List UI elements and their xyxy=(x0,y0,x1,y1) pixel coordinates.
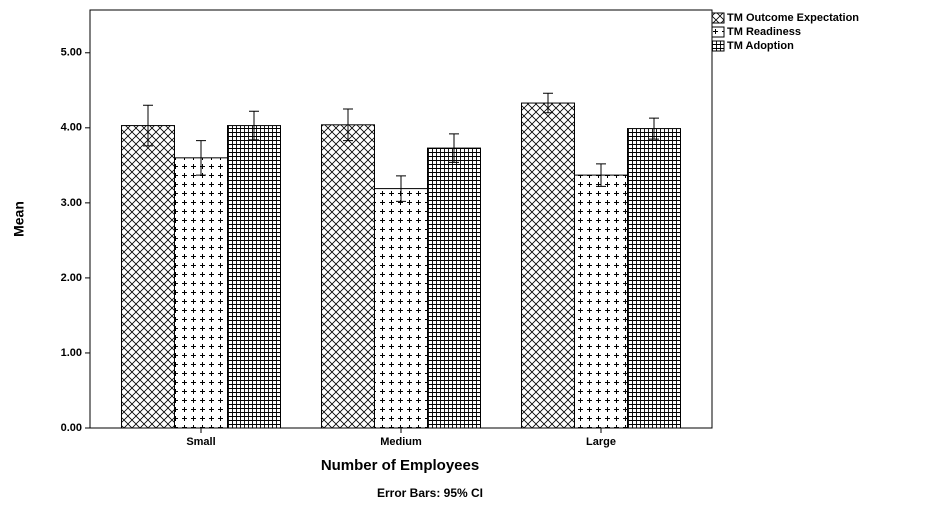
bar xyxy=(627,128,681,429)
legend-label: TM Outcome Expectation xyxy=(727,12,859,24)
error-bar xyxy=(596,163,606,187)
y-axis-label: Mean xyxy=(11,201,27,237)
y-tick-label: 1.00 xyxy=(61,347,82,359)
legend-swatch xyxy=(711,26,725,38)
legend-label: TM Readiness xyxy=(727,26,801,38)
x-axis-label: Number of Employees xyxy=(321,457,479,474)
bar xyxy=(427,147,481,429)
bar xyxy=(174,157,228,429)
error-bar xyxy=(396,175,406,202)
error-bar xyxy=(449,133,459,163)
error-bar xyxy=(649,117,659,140)
legend-swatch xyxy=(711,40,725,52)
note: Error Bars: 95% CI xyxy=(377,486,483,500)
bar xyxy=(321,124,375,429)
x-tick-label: Small xyxy=(186,436,215,448)
x-tick-label: Large xyxy=(586,436,616,448)
y-tick-label: 3.00 xyxy=(61,197,82,209)
error-bar xyxy=(249,110,259,141)
bar xyxy=(374,188,428,429)
legend-swatch xyxy=(711,12,725,24)
error-bar xyxy=(196,140,206,176)
bar xyxy=(121,125,175,429)
legend-label: TM Adoption xyxy=(727,40,794,52)
bar xyxy=(574,174,628,429)
y-tick-label: 4.00 xyxy=(61,122,82,134)
y-tick-label: 5.00 xyxy=(61,47,82,59)
y-tick-label: 2.00 xyxy=(61,272,82,284)
error-bar xyxy=(143,104,153,147)
y-tick-label: 0.00 xyxy=(61,422,82,434)
bar xyxy=(227,125,281,429)
bar xyxy=(521,102,575,429)
error-bar xyxy=(543,92,553,114)
x-tick-label: Medium xyxy=(380,436,422,448)
error-bar xyxy=(343,108,353,142)
